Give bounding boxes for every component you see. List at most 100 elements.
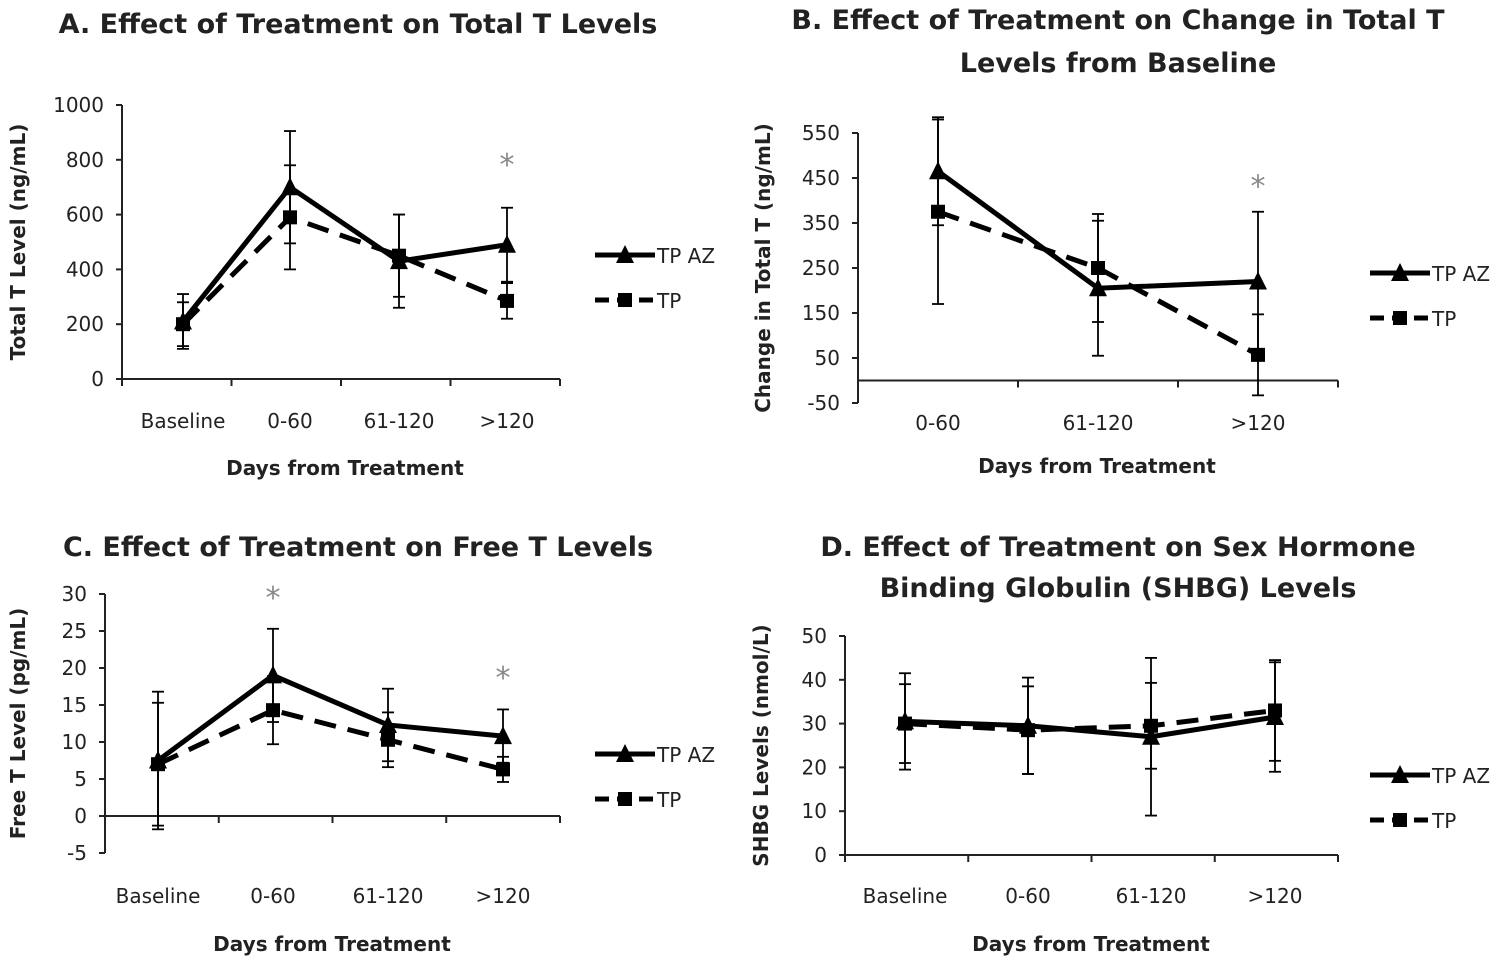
- y-tick-label: -5: [67, 841, 87, 865]
- triangle-marker: [498, 234, 516, 253]
- triangle-marker: [1249, 271, 1267, 290]
- x-tick-label: 61-120: [364, 409, 435, 433]
- x-tick-label: >120: [1231, 411, 1286, 435]
- x-tick-label: 0-60: [915, 411, 960, 435]
- y-tick-label: 50: [802, 624, 827, 648]
- triangle-marker: [264, 665, 282, 684]
- chart-title: Binding Globulin (SHBG) Levels: [880, 573, 1357, 604]
- series-line-TP-AZ: [904, 714, 1276, 740]
- square-marker: [1091, 261, 1105, 275]
- square-marker: [1021, 723, 1035, 738]
- x-tick-label: Baseline: [116, 884, 201, 908]
- significance-asterisk: *: [500, 148, 515, 183]
- legend-square-marker: [1393, 311, 1407, 325]
- y-tick-label: 30: [62, 582, 87, 606]
- y-tick-label: 15: [62, 693, 87, 717]
- series-line-TP: [181, 214, 508, 326]
- square-marker: [931, 204, 945, 219]
- y-tick-label: -50: [807, 391, 840, 415]
- square-marker: [1251, 347, 1265, 362]
- square-marker: [176, 317, 190, 332]
- square-marker: [898, 716, 912, 731]
- y-tick-label: 200: [66, 312, 104, 336]
- triangle-marker: [494, 726, 512, 745]
- legend-square-marker: [618, 792, 632, 806]
- x-tick-label: >120: [1248, 884, 1303, 908]
- series-line-TP-AZ: [181, 183, 508, 324]
- legend-square-marker: [1393, 813, 1407, 827]
- y-tick-label: 250: [802, 256, 840, 280]
- y-tick-label: 25: [62, 619, 87, 643]
- x-axis-label: Days from Treatment: [978, 454, 1216, 478]
- legend-label: TP AZ: [656, 244, 715, 268]
- chart-title: Levels from Baseline: [960, 48, 1277, 79]
- y-tick-label: 5: [74, 767, 87, 791]
- legend-label: TP AZ: [1431, 262, 1490, 286]
- legend-label: TP: [1431, 809, 1456, 833]
- x-tick-label: 0-60: [1005, 884, 1050, 908]
- y-tick-label: 600: [66, 203, 104, 227]
- y-tick-label: 450: [802, 166, 840, 190]
- series-line-TP: [937, 209, 1260, 358]
- y-tick-label: 1000: [53, 93, 104, 117]
- x-tick-label: >120: [476, 884, 531, 908]
- square-marker: [1144, 718, 1158, 733]
- y-tick-label: 20: [62, 656, 87, 680]
- square-marker: [500, 293, 514, 308]
- series-line-TP: [904, 707, 1276, 733]
- square-marker: [381, 732, 395, 747]
- legend-triangle-marker: [1391, 765, 1409, 783]
- chart-title: C. Effect of Treatment on Free T Levels: [63, 532, 653, 563]
- y-tick-label: 550: [802, 121, 840, 145]
- x-tick-label: Baseline: [141, 409, 226, 433]
- legend-label: TP: [1431, 307, 1456, 331]
- y-tick-label: 40: [802, 668, 827, 692]
- y-tick-label: 350: [802, 211, 840, 235]
- y-tick-label: 400: [66, 257, 104, 281]
- y-tick-label: 150: [802, 301, 840, 325]
- chart-title: A. Effect of Treatment on Total T Levels: [59, 9, 658, 40]
- x-tick-label: >120: [480, 409, 535, 433]
- legend-label: TP AZ: [656, 743, 715, 767]
- square-marker: [266, 703, 280, 718]
- legend-label: TP AZ: [1431, 764, 1490, 788]
- x-axis-label: Days from Treatment: [213, 932, 451, 956]
- series-line-TP: [156, 707, 504, 772]
- legend-triangle-marker: [1391, 263, 1409, 281]
- square-marker: [496, 762, 510, 777]
- legend-triangle-marker: [616, 245, 634, 263]
- x-axis-label: Days from Treatment: [226, 456, 464, 480]
- legend-square-marker: [618, 293, 632, 307]
- square-marker: [392, 248, 406, 263]
- x-tick-label: 61-120: [1063, 411, 1134, 435]
- y-tick-label: 10: [802, 799, 827, 823]
- series-line-TP-AZ: [156, 672, 504, 763]
- square-marker: [1268, 703, 1282, 718]
- y-tick-label: 0: [74, 804, 87, 828]
- x-axis-label: Days from Treatment: [972, 932, 1210, 956]
- legend-label: TP: [656, 289, 681, 313]
- chart-title: D. Effect of Treatment on Sex Hormone: [820, 532, 1415, 563]
- y-axis-label: Free T Level (pg/mL): [6, 608, 30, 839]
- y-tick-label: 800: [66, 148, 104, 172]
- significance-asterisk: *: [496, 661, 511, 696]
- y-axis-label: SHBG Levels (nmol/L): [749, 624, 773, 866]
- x-tick-label: 61-120: [1116, 884, 1187, 908]
- y-tick-label: 0: [814, 843, 827, 867]
- x-tick-label: 0-60: [250, 884, 295, 908]
- significance-asterisk: *: [1251, 170, 1266, 205]
- square-marker: [151, 757, 165, 772]
- y-tick-label: 0: [91, 367, 104, 391]
- x-tick-label: 0-60: [267, 409, 312, 433]
- legend-label: TP: [656, 788, 681, 812]
- y-axis-label: Total T Level (ng/mL): [6, 124, 30, 361]
- y-tick-label: 10: [62, 730, 87, 754]
- y-tick-label: 50: [815, 346, 840, 370]
- legend-triangle-marker: [616, 744, 634, 762]
- significance-asterisk: *: [266, 581, 281, 616]
- x-tick-label: 61-120: [353, 884, 424, 908]
- chart-title: B. Effect of Treatment on Change in Tota…: [791, 5, 1445, 36]
- y-tick-label: 30: [802, 712, 827, 736]
